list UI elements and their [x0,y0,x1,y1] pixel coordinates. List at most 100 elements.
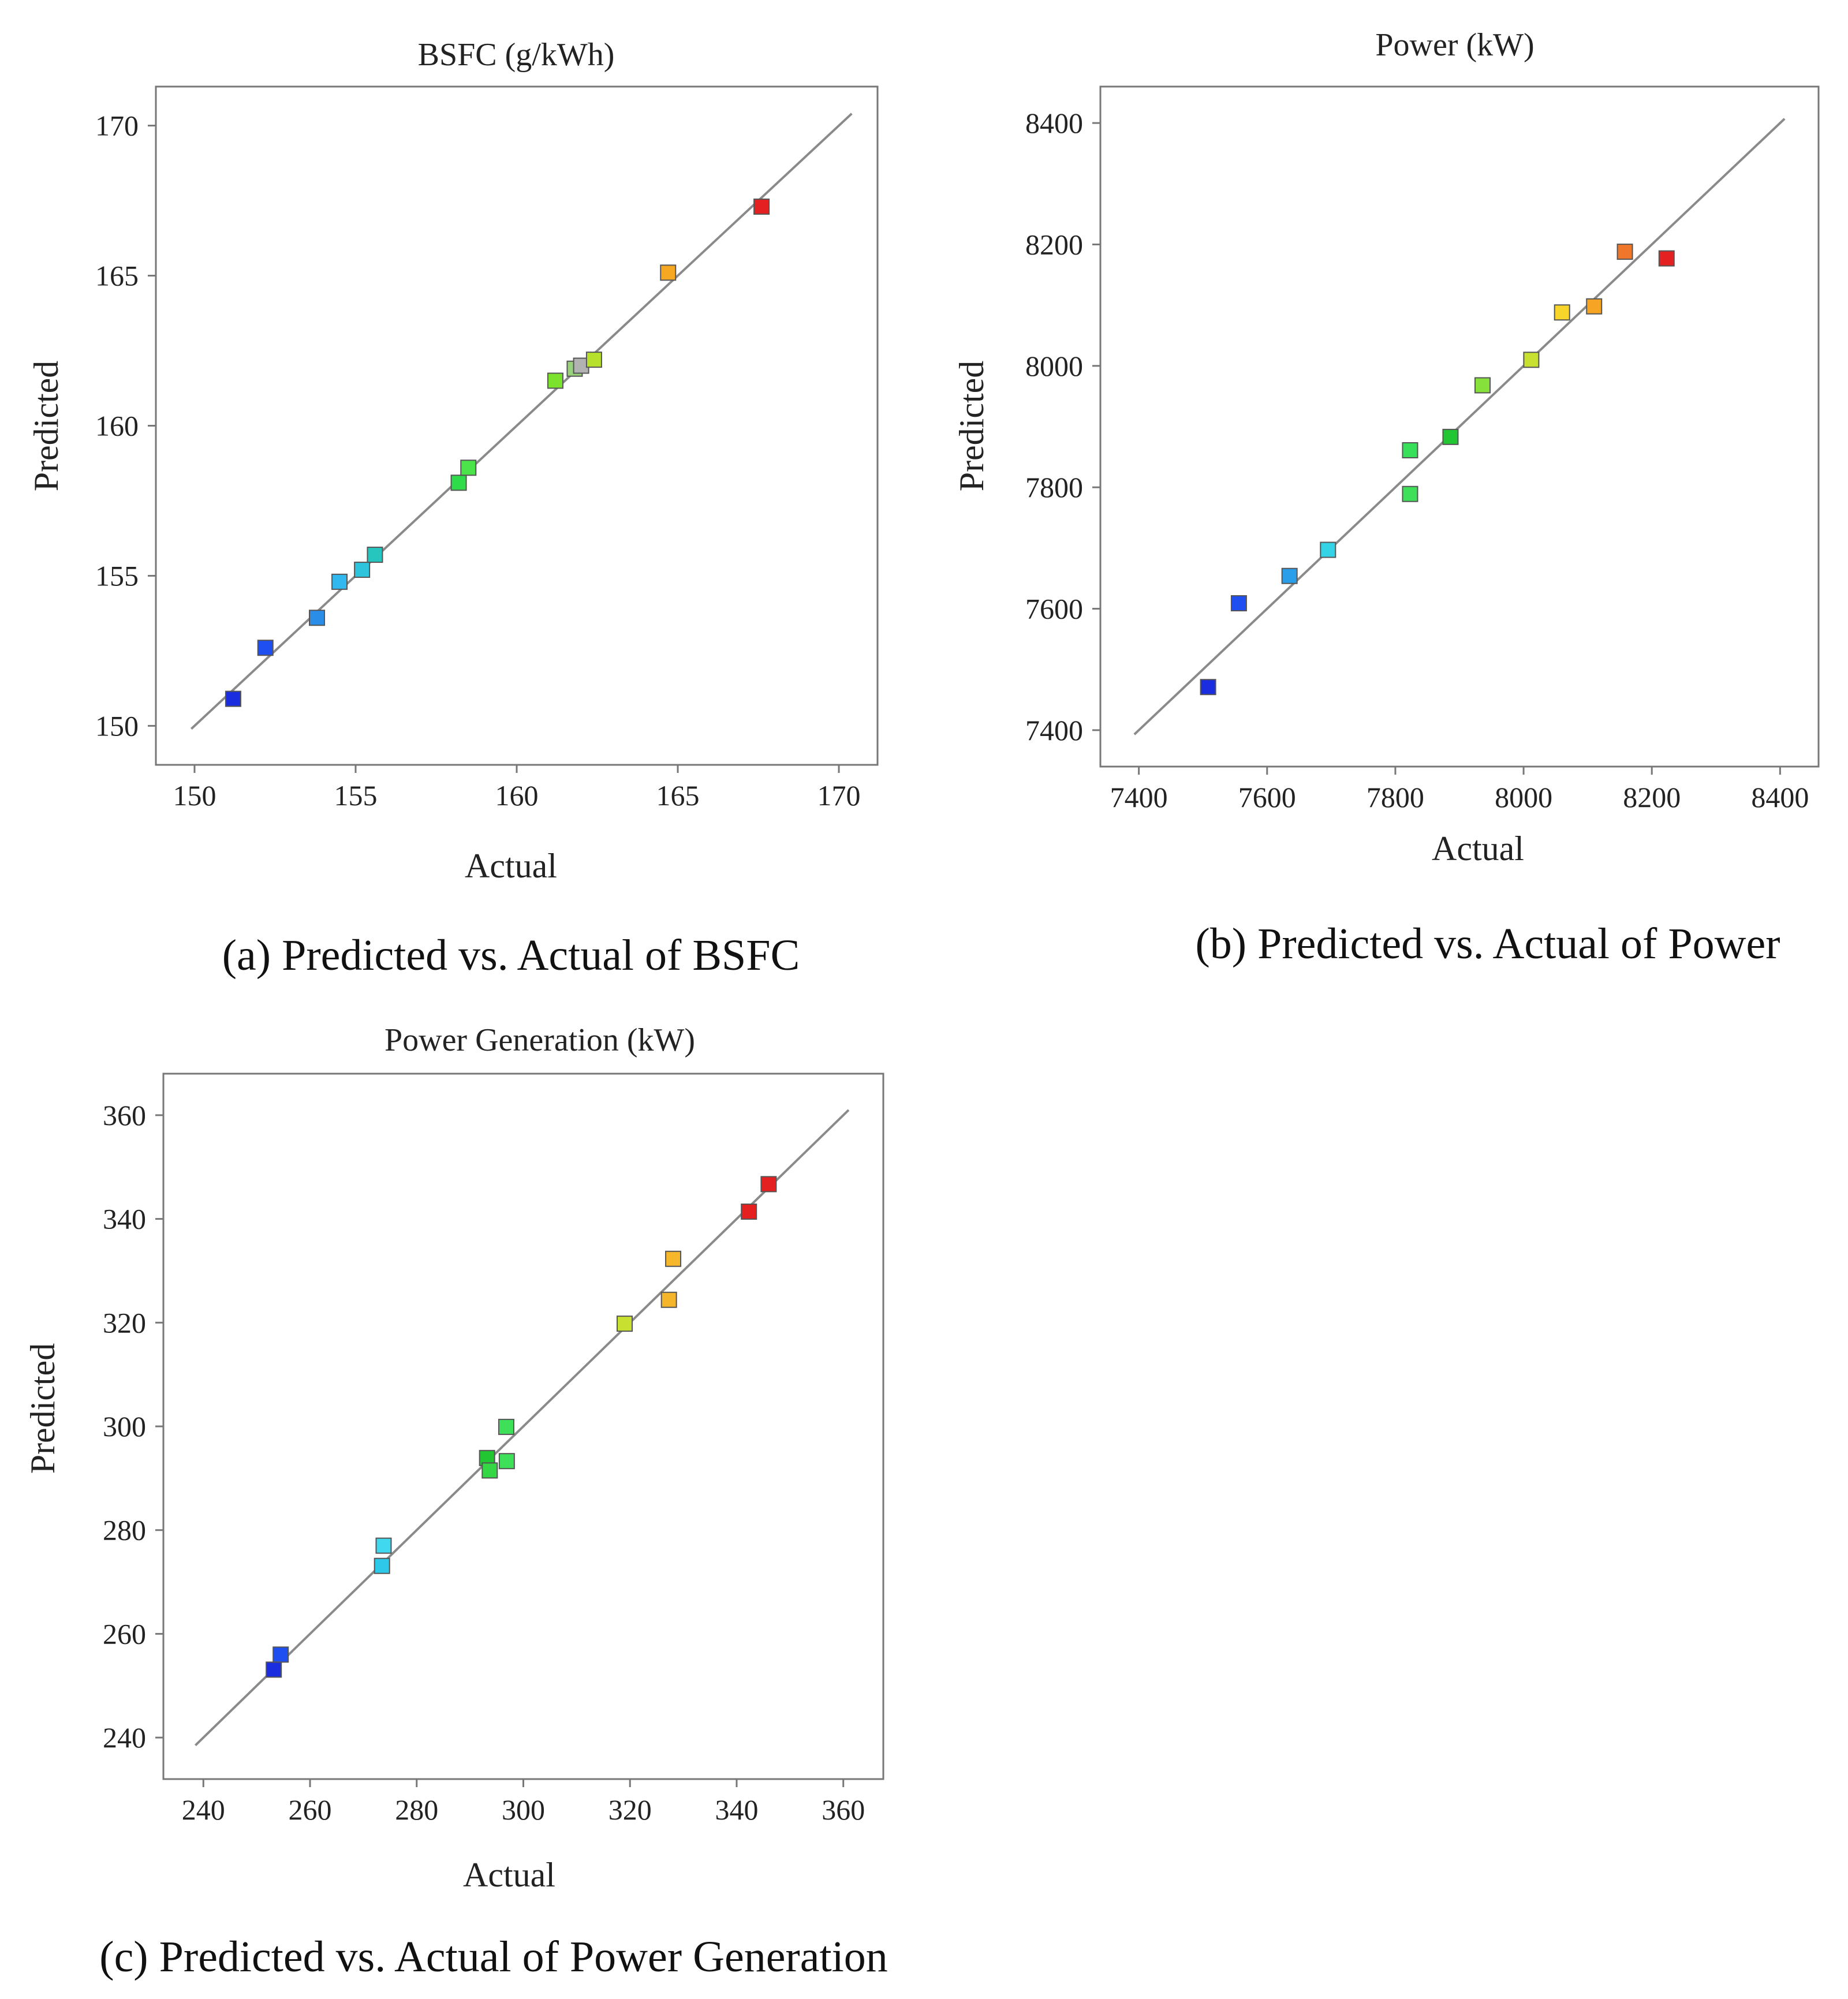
data-point-b-9 [1554,304,1570,321]
panel-c: Power Generation (kW) 240 260 280 300 320 340… [24,1022,888,1981]
data-point-a-0 [225,690,241,707]
x-tick-label-b-0: 7400 [1110,781,1168,813]
data-point-a-1 [257,640,274,656]
data-point-a-3 [331,573,348,590]
x-tick-label-a-3: 165 [656,779,700,812]
chart-title-c: Power Generation (kW) [384,1022,695,1058]
x-tick-label-a-4: 170 [817,779,861,812]
x-axis-label-b: Actual [1432,830,1524,868]
data-point-b-7 [1474,377,1491,394]
data-point-a-11 [585,352,602,368]
x-tick-label-c-3: 300 [502,1794,545,1826]
data-point-b-8 [1523,352,1540,368]
diagonal-line-a [191,113,853,730]
data-point-c-8 [617,1316,633,1332]
points-b [1200,244,1675,696]
y-tick-label-b-0: 7400 [1025,714,1083,746]
data-point-c-1 [272,1646,289,1663]
data-point-a-12 [660,264,677,281]
data-point-c-5 [481,1462,498,1479]
caption-b: (b) Predicted vs. Actual of Power [1195,920,1780,968]
x-tick-label-b-5: 8400 [1751,781,1809,813]
y-tick-label-b-3: 8000 [1025,350,1083,382]
data-point-c-0 [266,1661,282,1678]
x-axis-label-c: Actual [463,1856,555,1894]
y-tick-label-a-4: 170 [95,110,139,142]
y-tick-label-c-4: 320 [103,1306,146,1339]
diagonal-a [191,113,853,730]
data-point-c-7 [498,1453,515,1470]
x-tick-label-c-0: 240 [182,1794,225,1826]
x-tick-label-c-6: 360 [822,1794,865,1826]
y-tick-label-a-3: 165 [95,260,139,292]
data-point-b-1 [1230,595,1247,612]
y-tick-label-b-4: 8200 [1025,228,1083,260]
data-point-a-4 [354,562,371,578]
data-point-c-6 [498,1418,514,1435]
y-tick-label-c-3: 300 [103,1410,146,1443]
x-tick-label-b-4: 8200 [1623,781,1681,813]
y-tick-label-a-0: 150 [95,709,139,742]
data-point-c-12 [760,1176,777,1193]
data-point-a-6 [450,474,467,491]
y-tick-label-b-2: 7800 [1025,471,1083,503]
chart-title-b: Power (kW) [1375,27,1534,63]
points-c [266,1176,777,1678]
y-axis-label-b: Predicted [953,361,991,492]
data-point-a-2 [309,610,326,626]
caption-a: (a) Predicted vs. Actual of BSFC [222,931,800,980]
y-tick-label-c-2: 280 [103,1514,146,1546]
x-tick-label-b-2: 7800 [1367,781,1424,813]
data-point-a-7 [460,459,477,476]
y-tick-label-c-6: 360 [103,1099,146,1131]
data-point-c-2 [374,1557,390,1574]
data-point-b-12 [1658,250,1675,267]
x-tick-label-c-4: 320 [608,1794,652,1826]
y-tick-label-b-1: 7600 [1025,593,1083,625]
y-tick-label-c-5: 340 [103,1203,146,1235]
y-tick-label-c-0: 240 [103,1721,146,1754]
y-tick-label-a-2: 160 [95,410,139,442]
grid-ticks-b: 7400 7600 7800 8000 8200 8400 7400 7600 7800 8000… [1025,107,1809,813]
data-point-a-13 [753,198,770,215]
x-tick-label-b-1: 7600 [1238,781,1296,813]
data-point-b-11 [1616,244,1633,260]
panel-b: Power (kW) 7400 7600 7800 8000 8200 840074007… [953,27,1820,968]
data-point-b-3 [1320,541,1336,558]
x-tick-label-c-5: 340 [715,1794,758,1826]
x-axis-label-a: Actual [465,847,557,885]
x-tick-label-a-2: 160 [495,779,539,812]
data-point-c-3 [375,1537,392,1554]
diagonal-c [195,1109,850,1747]
grid-ticks-c: 240 260 280 300 320 340 360 240 260 280 300 320 340 3… [103,1099,865,1826]
y-tick-label-b-5: 8400 [1025,107,1083,139]
diagonal-line-b [1133,118,1786,735]
data-point-b-6 [1442,428,1459,445]
x-tick-label-c-1: 260 [289,1794,332,1826]
data-point-a-5 [367,547,383,563]
diagonal-b [1133,118,1786,735]
y-axis-label-a: Predicted [27,361,65,492]
diagonal-line-c [195,1109,850,1747]
data-point-a-8 [547,372,563,389]
y-tick-label-c-1: 260 [103,1617,146,1650]
x-tick-label-b-3: 8000 [1495,781,1552,813]
panel-a: BSFC (g/kWh) 150 155 160 165 170 150 155 160 165… [27,37,879,980]
data-point-c-9 [660,1291,677,1308]
chart-title-a: BSFC (g/kWh) [418,37,615,73]
points-a [225,198,770,707]
data-point-c-10 [665,1250,682,1267]
data-point-b-10 [1586,298,1603,315]
y-tick-label-a-1: 155 [95,559,139,592]
data-point-b-4 [1402,442,1418,459]
data-point-c-11 [741,1204,757,1220]
x-tick-label-c-2: 280 [395,1794,438,1826]
data-point-b-5 [1402,485,1418,502]
data-point-b-0 [1200,679,1216,696]
x-tick-label-a-0: 150 [173,779,216,812]
x-tick-label-a-1: 155 [334,779,377,812]
caption-c: (c) Predicted vs. Actual of Power Genera… [99,1933,887,1981]
y-axis-label-c: Predicted [24,1343,62,1474]
data-point-b-2 [1281,567,1298,584]
